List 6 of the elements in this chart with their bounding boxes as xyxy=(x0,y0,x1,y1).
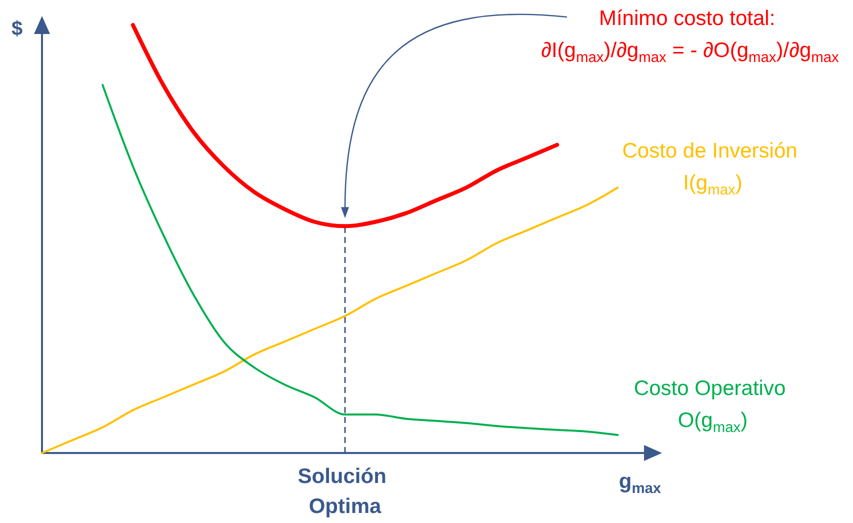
x-axis-title: g$_{max}$ xyxy=(618,470,662,496)
y-axis-title: $ xyxy=(11,18,23,40)
series-label: Costo Operativo O(g$_{max}$) xyxy=(634,377,792,436)
text: Mínimo costo total: ∂I(g$_{max}$)/∂g$_{max}$ = - ∂O(g$_{max}$)/∂g$_{max}$ xyxy=(541,7,839,66)
text: Solución Optima xyxy=(298,465,392,518)
series-label: Costo de Inversión I(g$_{max}$) xyxy=(622,140,804,198)
